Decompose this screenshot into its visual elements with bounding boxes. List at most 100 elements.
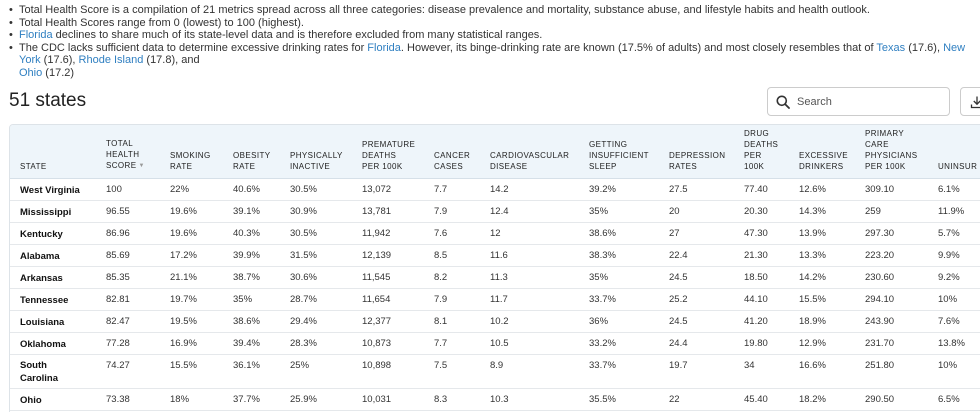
cell-uninsured: 10%: [938, 360, 958, 371]
cell-smoking-rate: 19.5%: [170, 316, 197, 327]
table-row[interactable]: Arkansas 85.35 21.1% 38.7% 30.6% 11,545 8.2 11.…: [10, 267, 980, 289]
cell-excessive-drinkers: 18.9%: [799, 316, 826, 327]
column-header-label: CANCER CASES: [434, 151, 471, 171]
column-header-label: DEPRESSION RATES: [669, 151, 726, 171]
cell-premature-deaths: 10,031: [362, 394, 392, 405]
cell-smoking-rate: 19.6%: [170, 206, 197, 217]
cell-insufficient-sleep: 33.7%: [589, 360, 616, 371]
column-header-label: UNINSUR: [938, 162, 978, 171]
cell-primary-care-physicians: 243.90: [865, 316, 895, 327]
link-rhode-island[interactable]: Rhode Island: [78, 54, 144, 67]
cell-cancer-cases: 7.7: [434, 338, 448, 349]
table-row[interactable]: West Virginia 100 22% 40.6% 30.5% 13,072 7.7 14…: [10, 179, 980, 201]
column-header-cardiovascular-disease[interactable]: CARDIOVASCULAR DISEASE: [490, 150, 569, 172]
sort-down-icon[interactable]: ▼: [138, 163, 145, 169]
table-row[interactable]: Louisiana 82.47 19.5% 38.6% 29.4% 12,377 8.1 10…: [10, 311, 980, 333]
cell-cancer-cases: 7.7: [434, 184, 448, 195]
cell-state: South Carolina: [20, 360, 59, 384]
cell-premature-deaths: 10,873: [362, 338, 392, 349]
column-header-label: OBESITY RATE: [233, 151, 271, 171]
cell-drug-deaths: 77.40: [744, 184, 768, 195]
cell-depression-rates: 19.7: [669, 360, 688, 371]
cell-drug-deaths: 21.30: [744, 250, 768, 261]
link-florida[interactable]: Florida: [367, 41, 401, 54]
column-header-smoking-rate[interactable]: SMOKING RATE: [170, 150, 211, 172]
cell-physically-inactive: 30.9%: [290, 206, 317, 217]
search-box[interactable]: [767, 87, 950, 116]
table-row[interactable]: Ohio 73.38 18% 37.7% 25.9% 10,031 8.3 10.3 35.5%…: [10, 389, 980, 411]
cell-primary-care-physicians: 294.10: [865, 294, 895, 305]
cell-smoking-rate: 22%: [170, 184, 190, 195]
download-icon: [970, 96, 980, 109]
link-texas[interactable]: Texas: [876, 41, 906, 54]
cell-cardiovascular-disease: 10.3: [490, 394, 509, 405]
cell-total-health-score: 82.81: [106, 294, 130, 305]
table-row[interactable]: Alabama 85.69 17.2% 39.9% 31.5% 12,139 8.5 11.6…: [10, 245, 980, 267]
cell-smoking-rate: 19.6%: [170, 228, 197, 239]
cell-state: Tennessee: [20, 295, 69, 306]
cell-cardiovascular-disease: 10.2: [490, 316, 509, 327]
cell-drug-deaths: 20.30: [744, 206, 768, 217]
table-row[interactable]: South Carolina 74.27 15.5% 36.1% 25% 10,898 7.…: [10, 355, 980, 389]
download-button[interactable]: [960, 87, 980, 116]
column-header-drug-deaths[interactable]: DRUG DEATHS PER 100K: [744, 128, 778, 172]
cell-cardiovascular-disease: 8.9: [490, 360, 504, 371]
table-header: STATE TOTAL HEALTH SCORE ▼ SMOKING RATE OBES…: [10, 125, 980, 179]
link-florida[interactable]: Florida: [19, 29, 53, 42]
column-header-physically-inactive[interactable]: PHYSICALLY INACTIVE: [290, 150, 343, 172]
cell-premature-deaths: 10,898: [362, 360, 392, 371]
column-header-primary-care-physicians[interactable]: PRIMARY CARE PHYSICIANS PER 100K: [865, 128, 917, 172]
table-row[interactable]: Kentucky 86.96 19.6% 40.3% 30.5% 11,942 7.6 12 3…: [10, 223, 980, 245]
column-header-premature-deaths[interactable]: PREMATURE DEATHS PER 100K: [362, 139, 415, 172]
table-row[interactable]: Mississippi 96.55 19.6% 39.1% 30.9% 13,781 7.9…: [10, 201, 980, 223]
cell-insufficient-sleep: 35%: [589, 272, 609, 283]
table-body: West Virginia 100 22% 40.6% 30.5% 13,072 7.7 14…: [10, 179, 980, 411]
column-header-obesity-rate[interactable]: OBESITY RATE: [233, 150, 270, 172]
cell-premature-deaths: 12,377: [362, 316, 392, 327]
cell-physically-inactive: 28.3%: [290, 338, 317, 349]
cell-state: Louisiana: [20, 317, 65, 328]
cell-smoking-rate: 17.2%: [170, 250, 197, 261]
column-header-excessive-drinkers[interactable]: EXCESSIVE DRINKERS: [799, 150, 848, 172]
cell-state: Alabama: [20, 251, 60, 262]
notes-list: Total Health Score is a compilation of 2…: [8, 4, 978, 80]
cell-cardiovascular-disease: 11.3: [490, 272, 508, 283]
column-header-insufficient-sleep[interactable]: GETTING INSUFFICIENT SLEEP: [589, 139, 649, 172]
cell-drug-deaths: 41.20: [744, 316, 768, 327]
cell-insufficient-sleep: 38.3%: [589, 250, 616, 261]
cell-depression-rates: 24.5: [669, 272, 688, 283]
link-ohio[interactable]: Ohio: [19, 66, 43, 79]
note-text: (17.6),: [905, 41, 944, 54]
cell-physically-inactive: 28.7%: [290, 294, 317, 305]
cell-cancer-cases: 8.3: [434, 394, 448, 405]
column-header-depression-rates[interactable]: DEPRESSION RATES: [669, 150, 725, 172]
cell-excessive-drinkers: 12.6%: [799, 184, 826, 195]
cell-uninsured: 13.8%: [938, 338, 965, 349]
cell-depression-rates: 24.5: [669, 316, 688, 327]
column-header-state[interactable]: STATE: [20, 161, 47, 172]
cell-total-health-score: 100: [106, 184, 122, 195]
column-header-total-health-score[interactable]: TOTAL HEALTH SCORE ▼: [106, 138, 145, 172]
note-text: (17.8), and: [143, 54, 200, 67]
note-text: (17.6),: [40, 54, 79, 67]
note-text: The CDC lacks sufficient data to determi…: [19, 41, 368, 54]
column-header-cancer-cases[interactable]: CANCER CASES: [434, 150, 470, 172]
cell-uninsured: 6.1%: [938, 184, 960, 195]
column-header-label: DRUG DEATHS PER 100K: [744, 129, 779, 171]
cell-state: West Virginia: [20, 185, 80, 196]
cell-uninsured: 6.5%: [938, 394, 960, 405]
note-text: . However, its binge-drinking rate are k…: [400, 41, 877, 54]
cell-premature-deaths: 11,654: [362, 294, 391, 305]
cell-excessive-drinkers: 13.9%: [799, 228, 826, 239]
search-input[interactable]: [797, 95, 937, 108]
column-header-uninsured[interactable]: UNINSUR: [938, 161, 977, 172]
cell-obesity-rate: 40.6%: [233, 184, 260, 195]
cell-obesity-rate: 38.7%: [233, 272, 260, 283]
cell-excessive-drinkers: 18.2%: [799, 394, 826, 405]
cell-cancer-cases: 8.2: [434, 272, 448, 283]
cell-drug-deaths: 18.50: [744, 272, 768, 283]
table-row[interactable]: Tennessee 82.81 19.7% 35% 28.7% 11,654 7.9 11.7…: [10, 289, 980, 311]
result-count-title: 51 states: [9, 90, 87, 111]
table-row[interactable]: Oklahoma 77.28 16.9% 39.4% 28.3% 10,873 7.7 10.…: [10, 333, 980, 355]
link-new-york[interactable]: New York: [19, 41, 966, 67]
